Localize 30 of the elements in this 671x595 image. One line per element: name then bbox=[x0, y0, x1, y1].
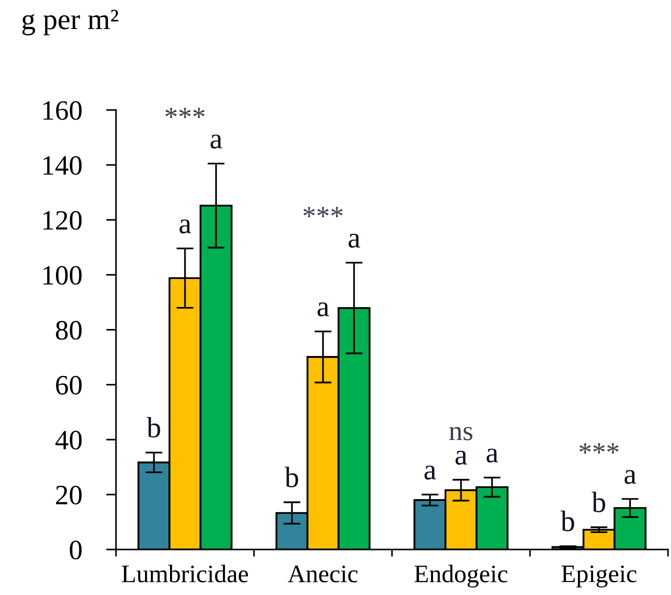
data-label: a bbox=[348, 234, 360, 248]
annotation: *** bbox=[580, 443, 619, 454]
data-label: a bbox=[180, 219, 192, 234]
data-label: b bbox=[284, 466, 298, 488]
data-label: a bbox=[624, 470, 636, 484]
data-label: b bbox=[146, 417, 160, 438]
annotation: *** bbox=[166, 108, 205, 118]
data-label: b bbox=[560, 510, 574, 532]
data-label: a bbox=[456, 450, 468, 465]
y-tick-label: 40 bbox=[55, 430, 82, 450]
x-tick-label: Anecic bbox=[288, 566, 358, 582]
data-label: a bbox=[486, 448, 498, 463]
x-tick-label: Endogeic bbox=[414, 564, 508, 588]
data-label: a bbox=[424, 466, 436, 480]
data-label: b bbox=[592, 492, 606, 512]
y-tick-label: 20 bbox=[56, 486, 82, 504]
y-tick-label: 60 bbox=[56, 376, 82, 395]
y-tick-label: 120 bbox=[43, 211, 82, 230]
data-label: a bbox=[318, 302, 330, 316]
y-tick-label: 160 bbox=[43, 101, 82, 120]
annotation: ns bbox=[449, 426, 472, 440]
y-tick-label: 140 bbox=[43, 156, 82, 175]
data-label: a bbox=[210, 134, 222, 149]
x-tick-label: Epigeic bbox=[562, 566, 636, 588]
x-tick-label: Lumbricidae bbox=[122, 564, 248, 582]
y-tick-label: 0 bbox=[70, 540, 82, 560]
y-tick-label: 100 bbox=[43, 266, 82, 285]
y-axis-title: g per m² bbox=[22, 10, 118, 36]
annotation: *** bbox=[304, 207, 343, 218]
y-tick-label: 80 bbox=[56, 320, 82, 340]
